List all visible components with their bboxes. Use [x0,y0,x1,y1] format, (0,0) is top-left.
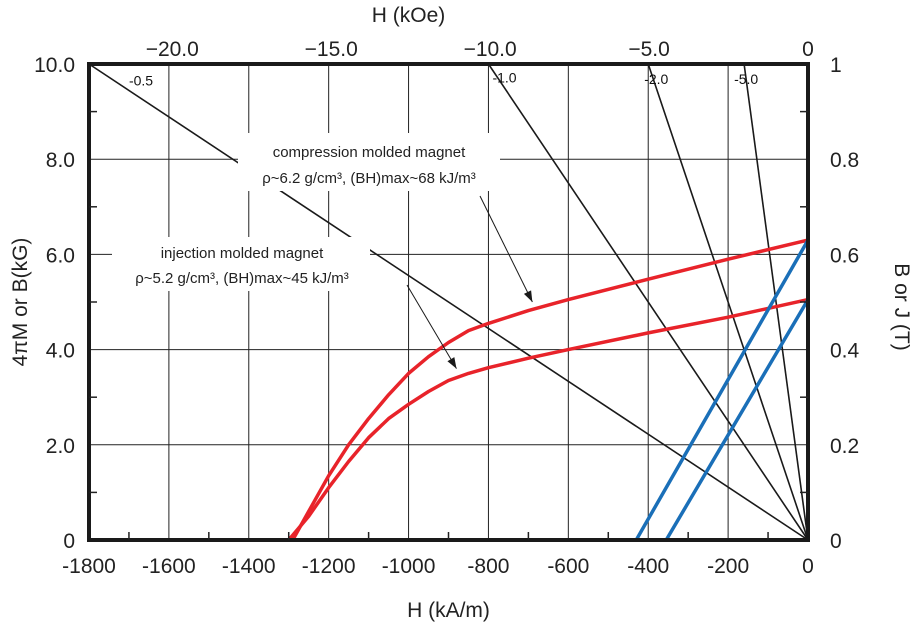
y-tick-label: 0 [63,530,75,553]
x-tick-label: -1400 [222,555,276,578]
annotation-arrowhead [447,357,457,369]
load-line-label: -1.0 [492,69,516,85]
load-line-label: -0.5 [129,73,153,89]
x-tick-label: -1800 [62,555,116,578]
annotations: compression molded magnet ρ~6.2 g/cm³, (B… [112,133,533,369]
y2-tick-label: 0.6 [830,244,859,267]
y-tick-label: 8.0 [46,149,75,172]
y2-tick-label: 1 [830,54,842,77]
y-tick-label: 4.0 [46,340,75,363]
load-line [487,63,809,541]
y-tick-label: 10.0 [34,54,75,77]
x2-tick-label: −15.0 [305,38,358,61]
load-line-label: -5.0 [734,71,758,87]
load-line [743,63,809,541]
y2-tick-label: 0.2 [830,435,859,458]
y2-tick-label: 0.4 [830,340,860,363]
annotation-arrow [479,195,533,303]
x-tick-label: -600 [547,555,589,578]
series-line-2 [286,297,810,542]
x-tick-label: -400 [627,555,669,578]
series-line-3 [634,238,810,542]
series-line-4 [664,297,810,542]
x-tick-label: 0 [802,555,814,578]
x2-tick-label: −20.0 [146,38,199,61]
y-tick-label: 6.0 [46,244,75,267]
annotation-arrow [406,284,457,369]
annotation-box [238,133,500,191]
x-tick-label: -1200 [302,555,356,578]
annotation-title: injection molded magnet [161,245,324,262]
x-tick-label: -800 [467,555,509,578]
annotation-properties: ρ~6.2 g/cm³, (BH)max~68 kJ/m³ [262,170,476,187]
annotation-box [112,237,370,291]
y-axis-title: 4πM or B(kG) [9,238,32,367]
data-series [286,238,810,542]
y-tick-label: 2.0 [46,435,75,458]
tick-labels: -1800 -1600 -1400 -1200 -1000 -800 -600 -400 -20… [34,38,859,578]
annotation-title: compression molded magnet [273,144,466,161]
x2-axis-title: H (kOe) [372,4,446,27]
load-line [647,63,809,541]
y2-axis-title: B or J (T) [890,263,910,351]
load-line-label: -2.0 [644,71,668,87]
annotation-arrowhead [523,290,533,302]
load-lines: -0.5 -1.0 -2.0 -5.0 [88,63,809,541]
x2-tick-label: −5.0 [628,38,669,61]
x-tick-label: -1600 [142,555,196,578]
series-line-1 [290,238,810,542]
x2-tick-label: −10.0 [464,38,517,61]
x2-tick-label: 0 [802,38,814,61]
y2-tick-label: 0 [830,530,842,553]
load-line [88,63,809,541]
annotation-properties: ρ~5.2 g/cm³, (BH)max~45 kJ/m³ [135,270,349,287]
x-tick-label: -200 [707,555,749,578]
x-axis-title: H (kA/m) [407,599,490,622]
y2-tick-label: 0.8 [830,149,859,172]
x-tick-label: -1000 [382,555,436,578]
